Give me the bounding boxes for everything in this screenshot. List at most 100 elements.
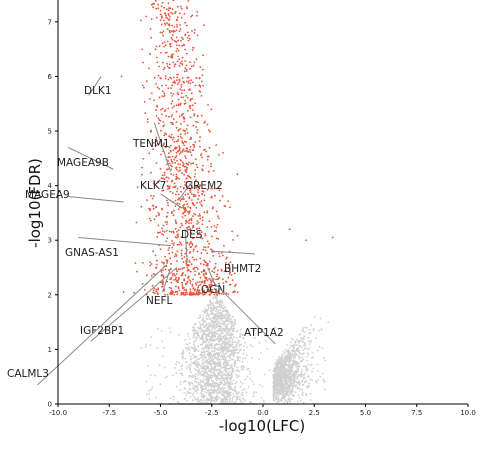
significant-point bbox=[178, 64, 181, 67]
significant-point bbox=[227, 277, 230, 279]
significant-point bbox=[179, 133, 182, 136]
non-significant-point bbox=[255, 391, 258, 394]
significant-point bbox=[213, 225, 216, 227]
non-significant-point bbox=[145, 393, 148, 396]
significant-point bbox=[141, 173, 143, 176]
non-significant-point bbox=[306, 352, 309, 354]
non-significant-point bbox=[272, 390, 275, 392]
significant-point bbox=[208, 170, 210, 173]
significant-point bbox=[192, 109, 194, 111]
significant-point bbox=[170, 159, 173, 161]
significant-point bbox=[181, 36, 183, 39]
non-significant-point bbox=[298, 356, 301, 359]
significant-point bbox=[191, 256, 194, 259]
non-significant-point bbox=[213, 347, 215, 350]
significant-point bbox=[219, 199, 221, 202]
non-significant-point bbox=[291, 382, 294, 385]
annotation-line bbox=[37, 264, 167, 386]
non-significant-point bbox=[203, 399, 206, 402]
significant-point bbox=[181, 63, 184, 65]
non-significant-point bbox=[308, 332, 310, 335]
non-significant-point bbox=[217, 389, 220, 392]
non-significant-point bbox=[300, 337, 302, 340]
non-significant-point bbox=[172, 395, 175, 398]
non-significant-point bbox=[220, 337, 223, 340]
significant-point bbox=[161, 208, 164, 211]
significant-point bbox=[210, 226, 213, 228]
non-significant-point bbox=[241, 369, 243, 371]
non-significant-point bbox=[236, 356, 239, 358]
significant-point bbox=[180, 254, 183, 257]
non-significant-point bbox=[197, 362, 200, 365]
non-significant-point bbox=[194, 350, 197, 353]
non-significant-point bbox=[300, 371, 302, 374]
significant-point bbox=[196, 220, 199, 222]
significant-point bbox=[172, 174, 175, 176]
significant-point bbox=[226, 256, 228, 259]
non-significant-point bbox=[203, 371, 206, 374]
non-significant-point bbox=[213, 381, 215, 384]
significant-point bbox=[161, 230, 164, 232]
significant-point bbox=[181, 224, 184, 227]
non-significant-point bbox=[190, 346, 193, 349]
non-significant-point bbox=[221, 373, 224, 376]
significant-point bbox=[214, 262, 217, 265]
significant-point bbox=[159, 31, 162, 34]
significant-point bbox=[150, 92, 153, 95]
significant-point bbox=[198, 272, 200, 275]
significant-point bbox=[168, 67, 170, 69]
significant-point bbox=[161, 113, 163, 116]
non-significant-point bbox=[223, 395, 226, 397]
significant-point bbox=[176, 243, 179, 246]
non-significant-point bbox=[185, 343, 188, 345]
significant-point bbox=[162, 68, 165, 71]
significant-point bbox=[157, 214, 160, 217]
non-significant-point bbox=[162, 355, 164, 358]
non-significant-point bbox=[160, 330, 163, 332]
significant-point bbox=[220, 269, 223, 272]
significant-point bbox=[164, 75, 167, 77]
significant-point bbox=[183, 256, 186, 258]
significant-point bbox=[164, 44, 167, 46]
non-significant-point bbox=[240, 333, 242, 336]
significant-point bbox=[203, 274, 205, 277]
significant-point bbox=[179, 104, 182, 106]
significant-point bbox=[157, 3, 160, 6]
significant-point bbox=[194, 274, 197, 276]
significant-point bbox=[167, 249, 170, 251]
non-significant-point bbox=[289, 344, 292, 347]
significant-point bbox=[188, 80, 190, 82]
significant-point bbox=[171, 100, 174, 102]
significant-point bbox=[216, 269, 219, 272]
significant-point bbox=[201, 219, 204, 222]
significant-point bbox=[179, 185, 182, 188]
non-significant-point bbox=[219, 346, 222, 349]
non-significant-point bbox=[147, 364, 150, 367]
significant-point bbox=[214, 194, 216, 197]
non-significant-point bbox=[203, 385, 206, 388]
significant-point bbox=[150, 194, 152, 197]
significant-point bbox=[163, 41, 166, 43]
significant-point bbox=[177, 98, 180, 101]
significant-point bbox=[168, 247, 171, 249]
non-significant-point bbox=[295, 365, 298, 368]
non-significant-point bbox=[209, 400, 212, 403]
significant-point bbox=[180, 249, 183, 252]
significant-point bbox=[183, 144, 186, 147]
significant-point bbox=[174, 30, 176, 33]
non-significant-point bbox=[215, 352, 218, 355]
non-significant-point bbox=[209, 384, 212, 387]
non-significant-point bbox=[214, 314, 217, 317]
non-significant-point bbox=[196, 334, 199, 336]
non-significant-point bbox=[217, 346, 220, 349]
significant-point bbox=[176, 230, 178, 233]
significant-point bbox=[165, 229, 168, 232]
non-significant-point bbox=[242, 397, 244, 400]
non-significant-point bbox=[291, 384, 294, 387]
non-significant-point bbox=[323, 388, 326, 391]
significant-point bbox=[205, 150, 208, 153]
non-significant-point bbox=[215, 326, 218, 328]
significant-point bbox=[172, 186, 175, 189]
significant-point bbox=[192, 143, 195, 146]
significant-point bbox=[155, 109, 158, 111]
